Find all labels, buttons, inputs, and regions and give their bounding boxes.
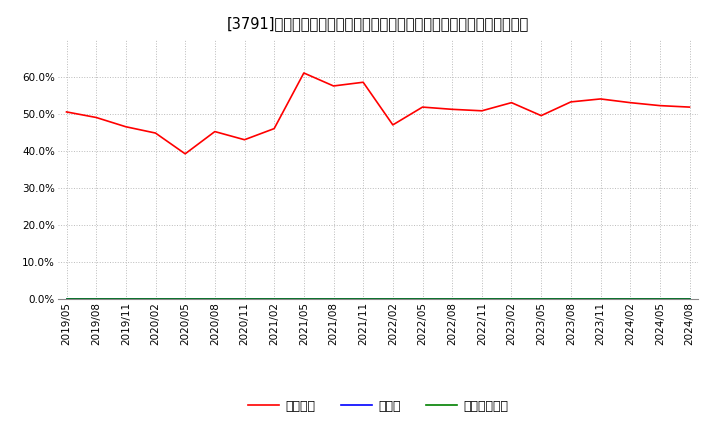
- 自己資本: [210, 129, 219, 134]
- 繰延税金資産: [389, 297, 397, 302]
- のれん: [270, 297, 279, 302]
- 自己資本: [507, 100, 516, 105]
- のれん: [567, 297, 575, 302]
- 自己資本: [389, 122, 397, 128]
- Legend: 自己資本, のれん, 繰延税金資産: 自己資本, のれん, 繰延税金資産: [243, 395, 513, 418]
- のれん: [359, 297, 367, 302]
- のれん: [507, 297, 516, 302]
- 自己資本: [62, 109, 71, 114]
- 繰延税金資産: [655, 297, 664, 302]
- 自己資本: [329, 83, 338, 88]
- 自己資本: [300, 70, 308, 76]
- 繰延税金資産: [92, 297, 101, 302]
- のれん: [92, 297, 101, 302]
- 自己資本: [359, 80, 367, 85]
- 自己資本: [418, 104, 427, 110]
- Title: [3791]　自己資本、のれん、繰延税金資産の総資産に対する比率の推移: [3791] 自己資本、のれん、繰延税金資産の総資産に対する比率の推移: [227, 16, 529, 32]
- のれん: [181, 297, 189, 302]
- のれん: [62, 297, 71, 302]
- 自己資本: [685, 104, 694, 110]
- のれん: [210, 297, 219, 302]
- 繰延税金資産: [329, 297, 338, 302]
- 繰延税金資産: [151, 297, 160, 302]
- のれん: [596, 297, 605, 302]
- 自己資本: [596, 96, 605, 102]
- 繰延税金資産: [448, 297, 456, 302]
- 自己資本: [270, 126, 279, 131]
- 自己資本: [181, 151, 189, 157]
- 自己資本: [537, 113, 546, 118]
- 繰延税金資産: [62, 297, 71, 302]
- 繰延税金資産: [418, 297, 427, 302]
- のれん: [448, 297, 456, 302]
- 自己資本: [567, 99, 575, 105]
- 繰延税金資産: [210, 297, 219, 302]
- のれん: [537, 297, 546, 302]
- 繰延税金資産: [122, 297, 130, 302]
- のれん: [477, 297, 486, 302]
- のれん: [122, 297, 130, 302]
- 繰延税金資産: [270, 297, 279, 302]
- のれん: [418, 297, 427, 302]
- 繰延税金資産: [181, 297, 189, 302]
- 自己資本: [477, 108, 486, 114]
- 繰延税金資産: [300, 297, 308, 302]
- のれん: [151, 297, 160, 302]
- 繰延税金資産: [537, 297, 546, 302]
- 繰延税金資産: [240, 297, 249, 302]
- 繰延税金資産: [626, 297, 634, 302]
- のれん: [685, 297, 694, 302]
- 繰延税金資産: [596, 297, 605, 302]
- 自己資本: [655, 103, 664, 108]
- のれん: [655, 297, 664, 302]
- 繰延税金資産: [359, 297, 367, 302]
- のれん: [626, 297, 634, 302]
- のれん: [300, 297, 308, 302]
- 繰延税金資産: [685, 297, 694, 302]
- のれん: [389, 297, 397, 302]
- 繰延税金資産: [507, 297, 516, 302]
- のれん: [240, 297, 249, 302]
- 自己資本: [151, 130, 160, 136]
- Line: 自己資本: 自己資本: [66, 73, 690, 154]
- 自己資本: [448, 106, 456, 112]
- 自己資本: [122, 124, 130, 129]
- 自己資本: [240, 137, 249, 143]
- 繰延税金資産: [567, 297, 575, 302]
- のれん: [329, 297, 338, 302]
- 自己資本: [92, 115, 101, 120]
- 自己資本: [626, 100, 634, 105]
- 繰延税金資産: [477, 297, 486, 302]
